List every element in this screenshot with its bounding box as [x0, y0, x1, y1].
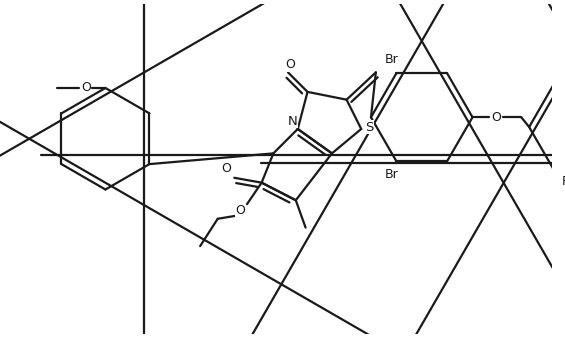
- Text: Br: Br: [385, 53, 398, 66]
- Text: O: O: [285, 58, 295, 71]
- Text: O: O: [491, 111, 501, 124]
- Text: N: N: [288, 115, 298, 128]
- Text: S: S: [365, 121, 373, 134]
- Text: O: O: [221, 162, 232, 174]
- Text: O: O: [81, 81, 91, 94]
- Text: Br: Br: [385, 168, 398, 182]
- Text: O: O: [235, 204, 245, 217]
- Text: F: F: [562, 174, 565, 188]
